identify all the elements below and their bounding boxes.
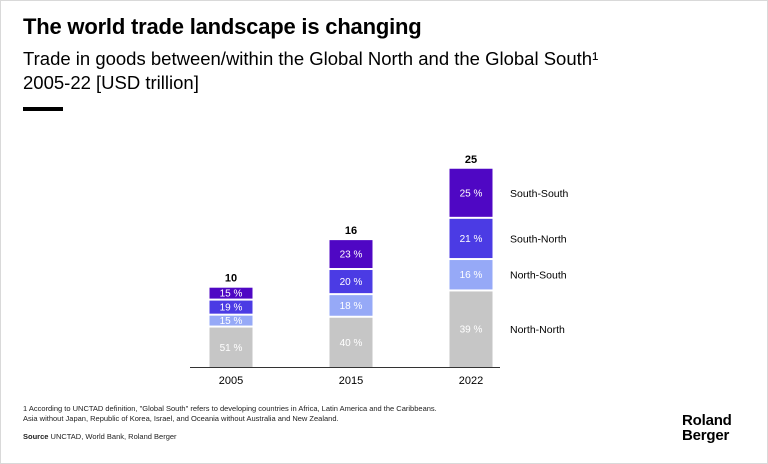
subtitle-line-2: 2005-22 [USD trillion] bbox=[23, 72, 199, 93]
brand-line-2: Berger bbox=[682, 427, 730, 444]
legend-label-south-south: South-South bbox=[510, 188, 569, 200]
x-tick-label-2015: 2015 bbox=[339, 375, 363, 387]
bar-north-north-2015 bbox=[329, 317, 373, 367]
bar-south-north-2022 bbox=[449, 218, 493, 259]
brand-logo: Roland Berger bbox=[682, 413, 732, 443]
segment-label-north-south-2015: 18 % bbox=[340, 301, 363, 312]
bar-south-south-2005 bbox=[209, 287, 253, 299]
bar-north-south-2015 bbox=[329, 295, 373, 316]
segment-label-south-north-2015: 20 % bbox=[340, 277, 363, 288]
segment-label-north-south-2022: 16 % bbox=[460, 270, 483, 281]
source-text: UNCTAD, World Bank, Roland Berger bbox=[48, 432, 177, 441]
segment-label-north-south-2005: 15 % bbox=[220, 316, 243, 327]
chart-title: The world trade landscape is changing bbox=[23, 14, 422, 39]
segment-label-south-south-2005: 15 % bbox=[220, 289, 243, 300]
title-underline bbox=[23, 107, 63, 111]
x-tick-label-2022: 2022 bbox=[459, 375, 483, 387]
bar-south-north-2005 bbox=[209, 300, 253, 314]
total-label-2005: 10 bbox=[225, 273, 237, 285]
total-label-2015: 16 bbox=[345, 225, 357, 237]
bar-south-north-2015 bbox=[329, 270, 373, 294]
bar-south-south-2022 bbox=[449, 168, 493, 217]
bar-south-south-2015 bbox=[329, 240, 373, 269]
bar-north-north-2022 bbox=[449, 291, 493, 367]
legend-label-south-north: South-North bbox=[510, 233, 567, 245]
segment-label-south-north-2005: 19 % bbox=[220, 303, 243, 314]
total-label-2022: 25 bbox=[465, 154, 477, 166]
footnote: 1 According to UNCTAD definition, "Globa… bbox=[23, 404, 437, 424]
segment-label-north-north-2022: 39 % bbox=[460, 325, 483, 336]
footnote-line-2: Asia without Japan, Republic of Korea, I… bbox=[23, 414, 339, 423]
legend-label-north-north: North-North bbox=[510, 324, 565, 336]
subtitle-line-1: Trade in goods between/within the Global… bbox=[23, 48, 599, 69]
segment-label-north-north-2005: 51 % bbox=[220, 343, 243, 354]
source-note: Source UNCTAD, World Bank, Roland Berger bbox=[23, 432, 177, 441]
segment-label-south-south-2022: 25 % bbox=[460, 188, 483, 199]
brand-line-1: Roland bbox=[682, 412, 732, 429]
segment-label-north-north-2015: 40 % bbox=[340, 338, 363, 349]
source-label: Source bbox=[23, 432, 49, 441]
segment-label-south-north-2022: 21 % bbox=[460, 234, 483, 245]
bar-north-north-2005 bbox=[209, 327, 253, 367]
bar-north-south-2022 bbox=[449, 260, 493, 290]
x-tick-label-2005: 2005 bbox=[219, 375, 243, 387]
chart-subtitle: Trade in goods between/within the Global… bbox=[23, 47, 598, 95]
legend-label-north-south: North-South bbox=[510, 270, 567, 282]
segment-label-south-south-2015: 23 % bbox=[340, 250, 363, 261]
bar-north-south-2005 bbox=[209, 315, 253, 326]
footnote-line-1: 1 According to UNCTAD definition, "Globa… bbox=[23, 404, 437, 413]
